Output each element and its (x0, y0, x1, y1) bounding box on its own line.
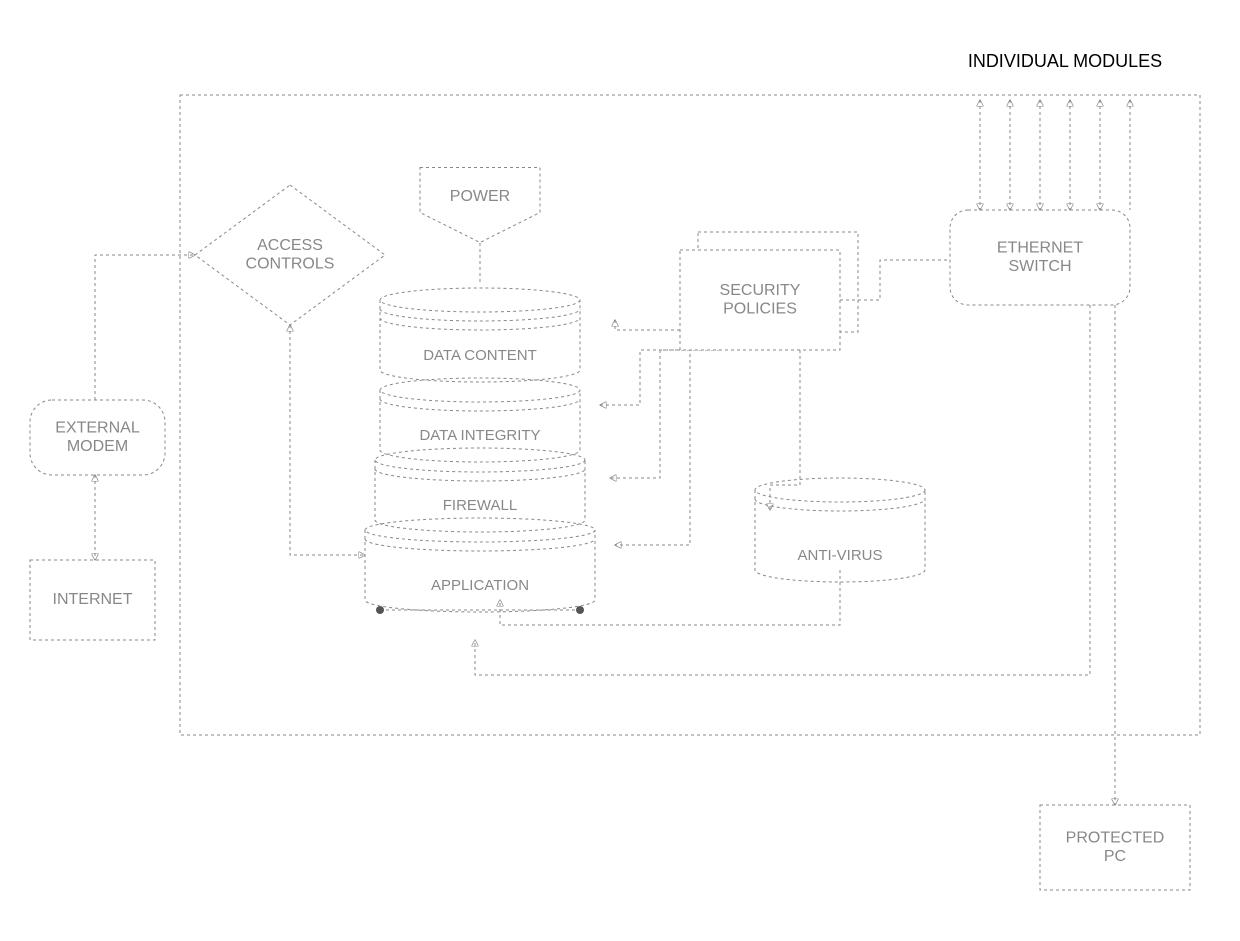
svg-text:FIREWALL: FIREWALL (443, 497, 517, 514)
svg-text:PROTECTED: PROTECTED (1066, 830, 1165, 847)
edge-sp-dc (615, 320, 680, 330)
svg-text:INDIVIDUAL MODULES: INDIVIDUAL MODULES (968, 51, 1162, 71)
svg-text:POWER: POWER (450, 188, 510, 205)
svg-text:ETHERNET: ETHERNET (997, 240, 1083, 257)
edge-sp-av (770, 350, 800, 510)
anti_virus (755, 490, 925, 582)
svg-text:SECURITY: SECURITY (720, 282, 801, 299)
edge-sp-app (615, 350, 740, 545)
svg-text:ANTI-VIRUS: ANTI-VIRUS (797, 547, 882, 564)
edge-sp-es (840, 260, 950, 300)
svg-text:EXTERNAL: EXTERNAL (55, 420, 140, 437)
svg-text:MODEM: MODEM (67, 438, 128, 455)
svg-text:CONTROLS: CONTROLS (246, 255, 335, 272)
edge-sp-di (600, 350, 698, 405)
svg-text:POLICIES: POLICIES (723, 300, 797, 317)
edge-access-to-app (290, 325, 365, 555)
edge-av-app (500, 570, 840, 625)
edge-sp-fw (610, 350, 720, 478)
svg-text:PC: PC (1104, 848, 1126, 865)
svg-text:DATA INTEGRITY: DATA INTEGRITY (419, 427, 540, 444)
svg-text:INTERNET: INTERNET (53, 591, 133, 608)
edge-es-loop (475, 305, 1090, 675)
diagram-canvas: INDIVIDUAL MODULES ACCESSCONTROLS POWER SEC… (0, 0, 1240, 941)
svg-text:ACCESS: ACCESS (257, 237, 323, 254)
svg-text:APPLICATION: APPLICATION (431, 577, 529, 594)
svg-text:SWITCH: SWITCH (1008, 258, 1071, 275)
svg-text:DATA CONTENT: DATA CONTENT (423, 347, 537, 364)
